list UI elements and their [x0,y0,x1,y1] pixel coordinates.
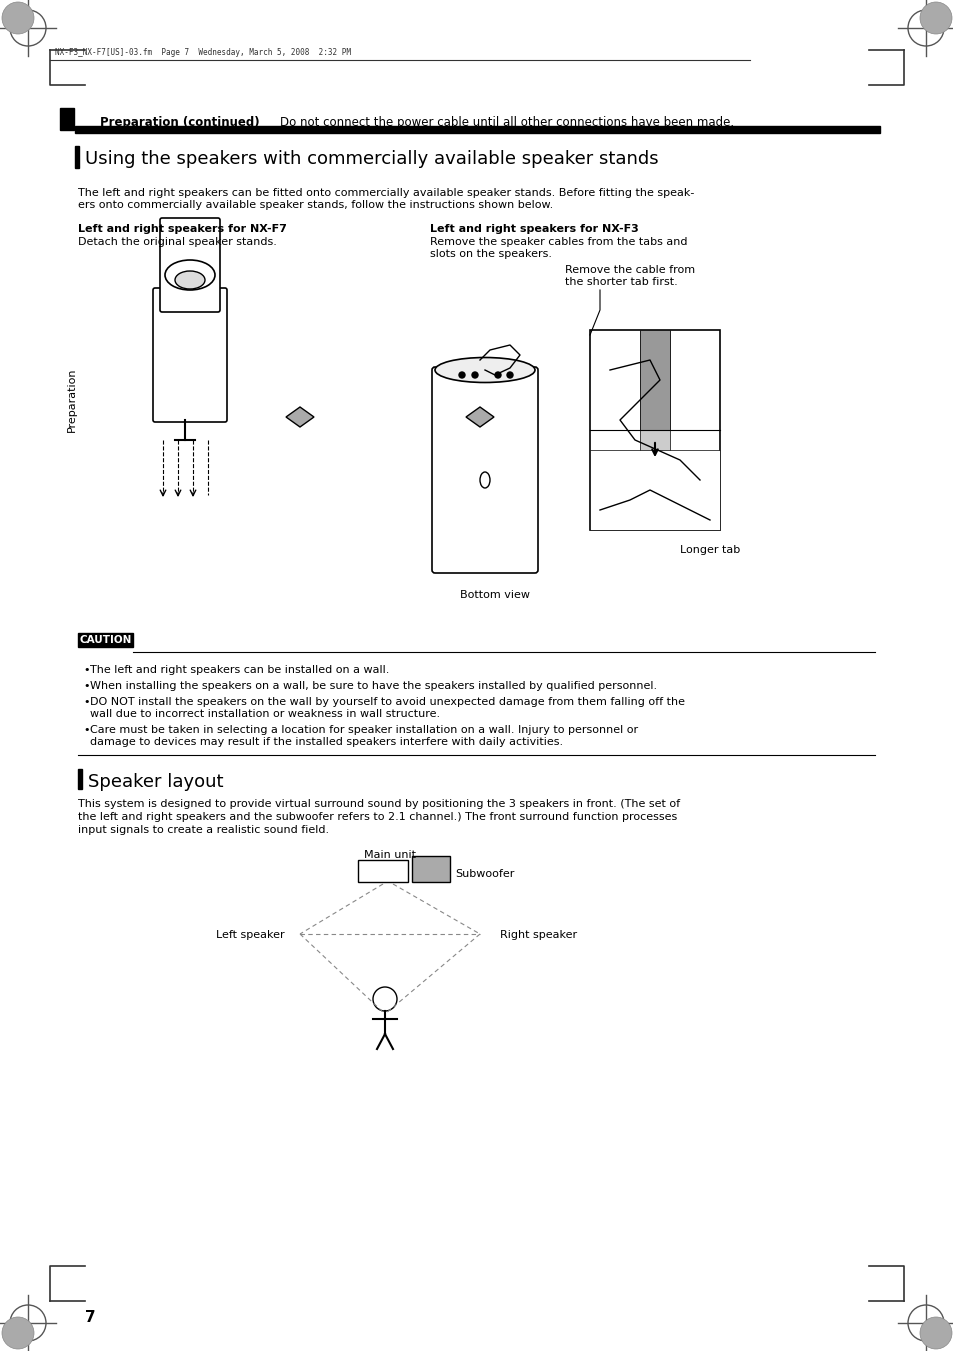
Circle shape [506,372,513,378]
Ellipse shape [174,272,205,289]
Circle shape [472,372,477,378]
Text: Detach the original speaker stands.: Detach the original speaker stands. [78,236,276,247]
Text: Right speaker: Right speaker [499,929,577,940]
Ellipse shape [479,471,490,488]
Text: The left and right speakers can be fitted onto commercially available speaker st: The left and right speakers can be fitte… [78,188,694,199]
Text: Care must be taken in selecting a location for speaker installation on a wall. I: Care must be taken in selecting a locati… [90,725,638,735]
Bar [357,861,408,882]
Circle shape [495,372,500,378]
Circle shape [373,988,396,1011]
Text: Left and right speakers for NX-F3: Left and right speakers for NX-F3 [430,224,639,234]
Text: •: • [83,725,90,735]
Circle shape [919,1317,951,1350]
Text: The left and right speakers can be installed on a wall.: The left and right speakers can be insta… [90,665,389,676]
Text: ers onto commercially available speaker stands, follow the instructions shown be: ers onto commercially available speaker … [78,200,553,209]
Circle shape [919,1,951,34]
Circle shape [2,1,34,34]
Bar [78,769,82,789]
Text: Bottom view: Bottom view [459,590,530,600]
Text: slots on the speakers.: slots on the speakers. [430,249,552,259]
Text: DO NOT install the speakers on the wall by yourself to avoid unexpected damage f: DO NOT install the speakers on the wall … [90,697,684,707]
Bar [639,330,669,530]
Bar [589,450,720,530]
Text: the left and right speakers and the subwoofer refers to 2.1 channel.) The front : the left and right speakers and the subw… [78,812,677,821]
Text: When installing the speakers on a wall, be sure to have the speakers installed b: When installing the speakers on a wall, … [90,681,657,690]
Text: the shorter tab first.: the shorter tab first. [564,277,677,286]
Text: damage to devices may result if the installed speakers interfere with daily acti: damage to devices may result if the inst… [90,738,562,747]
Text: Left speaker: Left speaker [216,929,285,940]
Polygon shape [465,407,494,427]
Ellipse shape [435,358,535,382]
Bar [412,857,450,882]
Bar [78,634,132,647]
Text: Subwoofer: Subwoofer [455,869,514,880]
Text: Preparation (continued): Preparation (continued) [100,116,259,128]
FancyBboxPatch shape [432,367,537,573]
Text: Longer tab: Longer tab [679,544,740,555]
Circle shape [458,372,464,378]
Bar [639,330,669,430]
Text: Using the speakers with commercially available speaker stands: Using the speakers with commercially ava… [85,150,658,168]
Bar [60,108,74,130]
Text: •: • [83,697,90,707]
Bar [75,126,879,132]
Ellipse shape [165,259,214,290]
Text: This system is designed to provide virtual surround sound by positioning the 3 s: This system is designed to provide virtu… [78,798,679,809]
Bar [75,146,79,168]
Text: wall due to incorrect installation or weakness in wall structure.: wall due to incorrect installation or we… [90,709,439,719]
Text: input signals to create a realistic sound field.: input signals to create a realistic soun… [78,825,329,835]
Text: Speaker layout: Speaker layout [88,773,223,790]
Polygon shape [286,407,314,427]
Text: 7: 7 [85,1310,95,1325]
Text: NX-F3_NX-F7[US]-03.fm  Page 7  Wednesday, March 5, 2008  2:32 PM: NX-F3_NX-F7[US]-03.fm Page 7 Wednesday, … [55,49,351,57]
Circle shape [2,1317,34,1350]
Text: CAUTION: CAUTION [80,635,132,644]
Text: Left and right speakers for NX-F7: Left and right speakers for NX-F7 [78,224,287,234]
FancyBboxPatch shape [160,218,220,312]
Text: Main unit: Main unit [364,850,416,861]
Text: Do not connect the power cable until all other connections have been made.: Do not connect the power cable until all… [280,116,734,128]
Text: Remove the cable from: Remove the cable from [564,265,695,276]
FancyBboxPatch shape [152,288,227,422]
Text: •: • [83,665,90,676]
Text: •: • [83,681,90,690]
Bar [589,330,720,530]
Text: Remove the speaker cables from the tabs and: Remove the speaker cables from the tabs … [430,236,687,247]
Text: Preparation: Preparation [67,367,77,432]
